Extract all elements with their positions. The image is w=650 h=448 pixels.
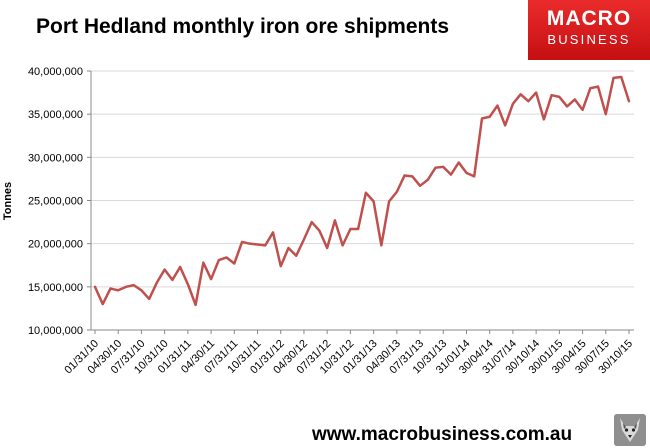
footer-url: www.macrobusiness.com.au <box>312 424 573 445</box>
series-line <box>93 75 631 307</box>
data-point <box>419 185 421 187</box>
y-tick-label: 40,000,000 <box>28 66 83 78</box>
y-tick-label: 30,000,000 <box>28 152 83 164</box>
data-point <box>597 85 599 88</box>
data-point <box>551 94 553 96</box>
logo-text-top: MACRO <box>546 7 632 30</box>
data-point <box>403 174 406 177</box>
x-axis-ticks: 01/31/1004/30/1007/31/1010/31/1001/31/11… <box>62 330 635 376</box>
data-point <box>458 161 460 164</box>
data-point <box>388 200 390 202</box>
data-point <box>280 265 282 267</box>
gridlines <box>91 70 634 331</box>
data-point <box>442 166 444 168</box>
data-point <box>241 241 243 243</box>
y-axis-label: Tonnes <box>2 182 14 220</box>
data-point <box>133 284 135 286</box>
data-point <box>427 179 429 181</box>
data-point <box>326 247 328 249</box>
data-point <box>156 281 158 284</box>
y-tick-label: 10,000,000 <box>28 325 83 337</box>
data-point <box>210 278 212 280</box>
data-point <box>512 103 514 105</box>
y-tick-label: 25,000,000 <box>28 196 83 208</box>
data-point <box>179 266 181 268</box>
data-point <box>102 303 104 305</box>
data-point <box>195 304 197 306</box>
data-point <box>94 286 96 288</box>
data-point <box>349 228 351 230</box>
data-point <box>612 77 615 79</box>
data-point <box>543 118 545 120</box>
data-point <box>202 262 204 264</box>
series <box>93 75 631 307</box>
chart-title: Port Hedland monthly iron ore shipments <box>36 15 449 38</box>
data-point <box>411 175 413 177</box>
data-point <box>566 105 568 107</box>
data-point <box>527 100 529 102</box>
data-point <box>233 262 235 265</box>
data-point <box>589 87 591 89</box>
data-point <box>520 93 522 95</box>
data-point <box>287 247 290 249</box>
data-point <box>558 96 560 98</box>
data-point <box>140 289 143 291</box>
data-point <box>187 283 189 285</box>
data-point <box>318 230 321 232</box>
data-point <box>620 76 622 78</box>
y-tick-label: 35,000,000 <box>28 109 83 121</box>
data-point <box>334 219 336 221</box>
data-point <box>256 243 259 246</box>
logo-text-bottom: BUSINESS <box>547 32 631 47</box>
data-point <box>249 243 251 245</box>
macrobusiness-logo: MACRO BUSINESS <box>528 0 650 60</box>
data-point <box>396 191 398 193</box>
data-point <box>125 286 127 288</box>
data-point <box>496 104 499 107</box>
data-point <box>295 255 297 257</box>
data-point <box>434 167 437 169</box>
y-tick-label: 15,000,000 <box>28 282 83 294</box>
data-point <box>605 113 607 115</box>
data-point <box>489 116 491 118</box>
data-point <box>465 172 468 174</box>
data-point <box>109 287 112 290</box>
data-point <box>504 124 506 126</box>
data-point <box>628 100 630 102</box>
data-point <box>148 298 150 300</box>
data-point <box>365 192 367 194</box>
data-point <box>357 228 359 230</box>
data-point <box>450 174 452 176</box>
data-point <box>373 200 375 202</box>
data-point <box>342 244 344 246</box>
data-point <box>574 98 576 101</box>
wolf-icon <box>614 414 646 446</box>
data-point <box>164 268 166 271</box>
y-axis-ticks: 10,000,000 15,000,000 20,000,000 25,000,000… <box>28 66 91 337</box>
data-point <box>473 175 475 177</box>
data-point <box>380 244 382 246</box>
data-point <box>171 279 173 281</box>
data-point <box>581 109 584 111</box>
data-point <box>117 289 119 291</box>
data-point <box>225 256 228 259</box>
data-point <box>535 91 537 94</box>
data-point <box>218 259 220 261</box>
data-point <box>311 221 313 223</box>
data-point <box>264 244 266 246</box>
data-point <box>303 238 305 240</box>
y-tick-label: 20,000,000 <box>28 239 83 251</box>
data-point <box>272 231 274 234</box>
data-point <box>481 117 483 120</box>
